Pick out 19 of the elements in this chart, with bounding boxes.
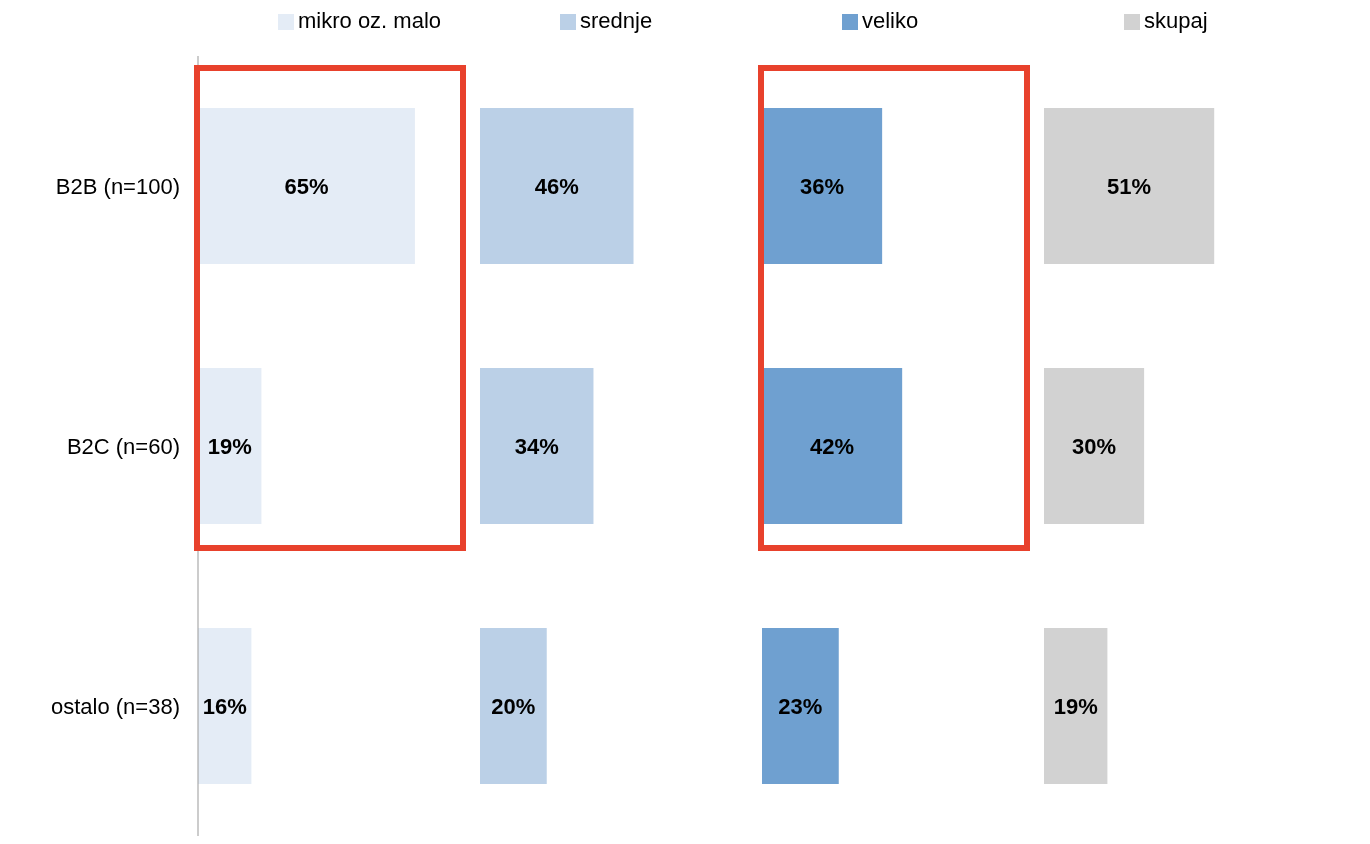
- data-label: 51%: [1107, 173, 1152, 199]
- data-label: 46%: [534, 173, 579, 199]
- data-label: 65%: [284, 173, 329, 199]
- data-label: 19%: [1053, 693, 1098, 719]
- data-label: 16%: [202, 693, 247, 719]
- data-label: 23%: [778, 693, 823, 719]
- legend-label: veliko: [862, 8, 919, 33]
- y-tick-label: B2C (n=60): [66, 433, 180, 459]
- data-label: 19%: [207, 433, 252, 459]
- legend-label: srednje: [580, 8, 653, 33]
- data-label: 42%: [810, 433, 855, 459]
- legend-label: skupaj: [1144, 8, 1208, 33]
- legend-label: mikro oz. malo: [298, 8, 442, 33]
- data-label: 30%: [1072, 433, 1117, 459]
- y-tick-label: B2B (n=100): [55, 173, 180, 199]
- data-label: 20%: [491, 693, 536, 719]
- y-tick-label: ostalo (n=38): [50, 693, 180, 719]
- data-label: 36%: [800, 173, 845, 199]
- data-label: 34%: [514, 433, 559, 459]
